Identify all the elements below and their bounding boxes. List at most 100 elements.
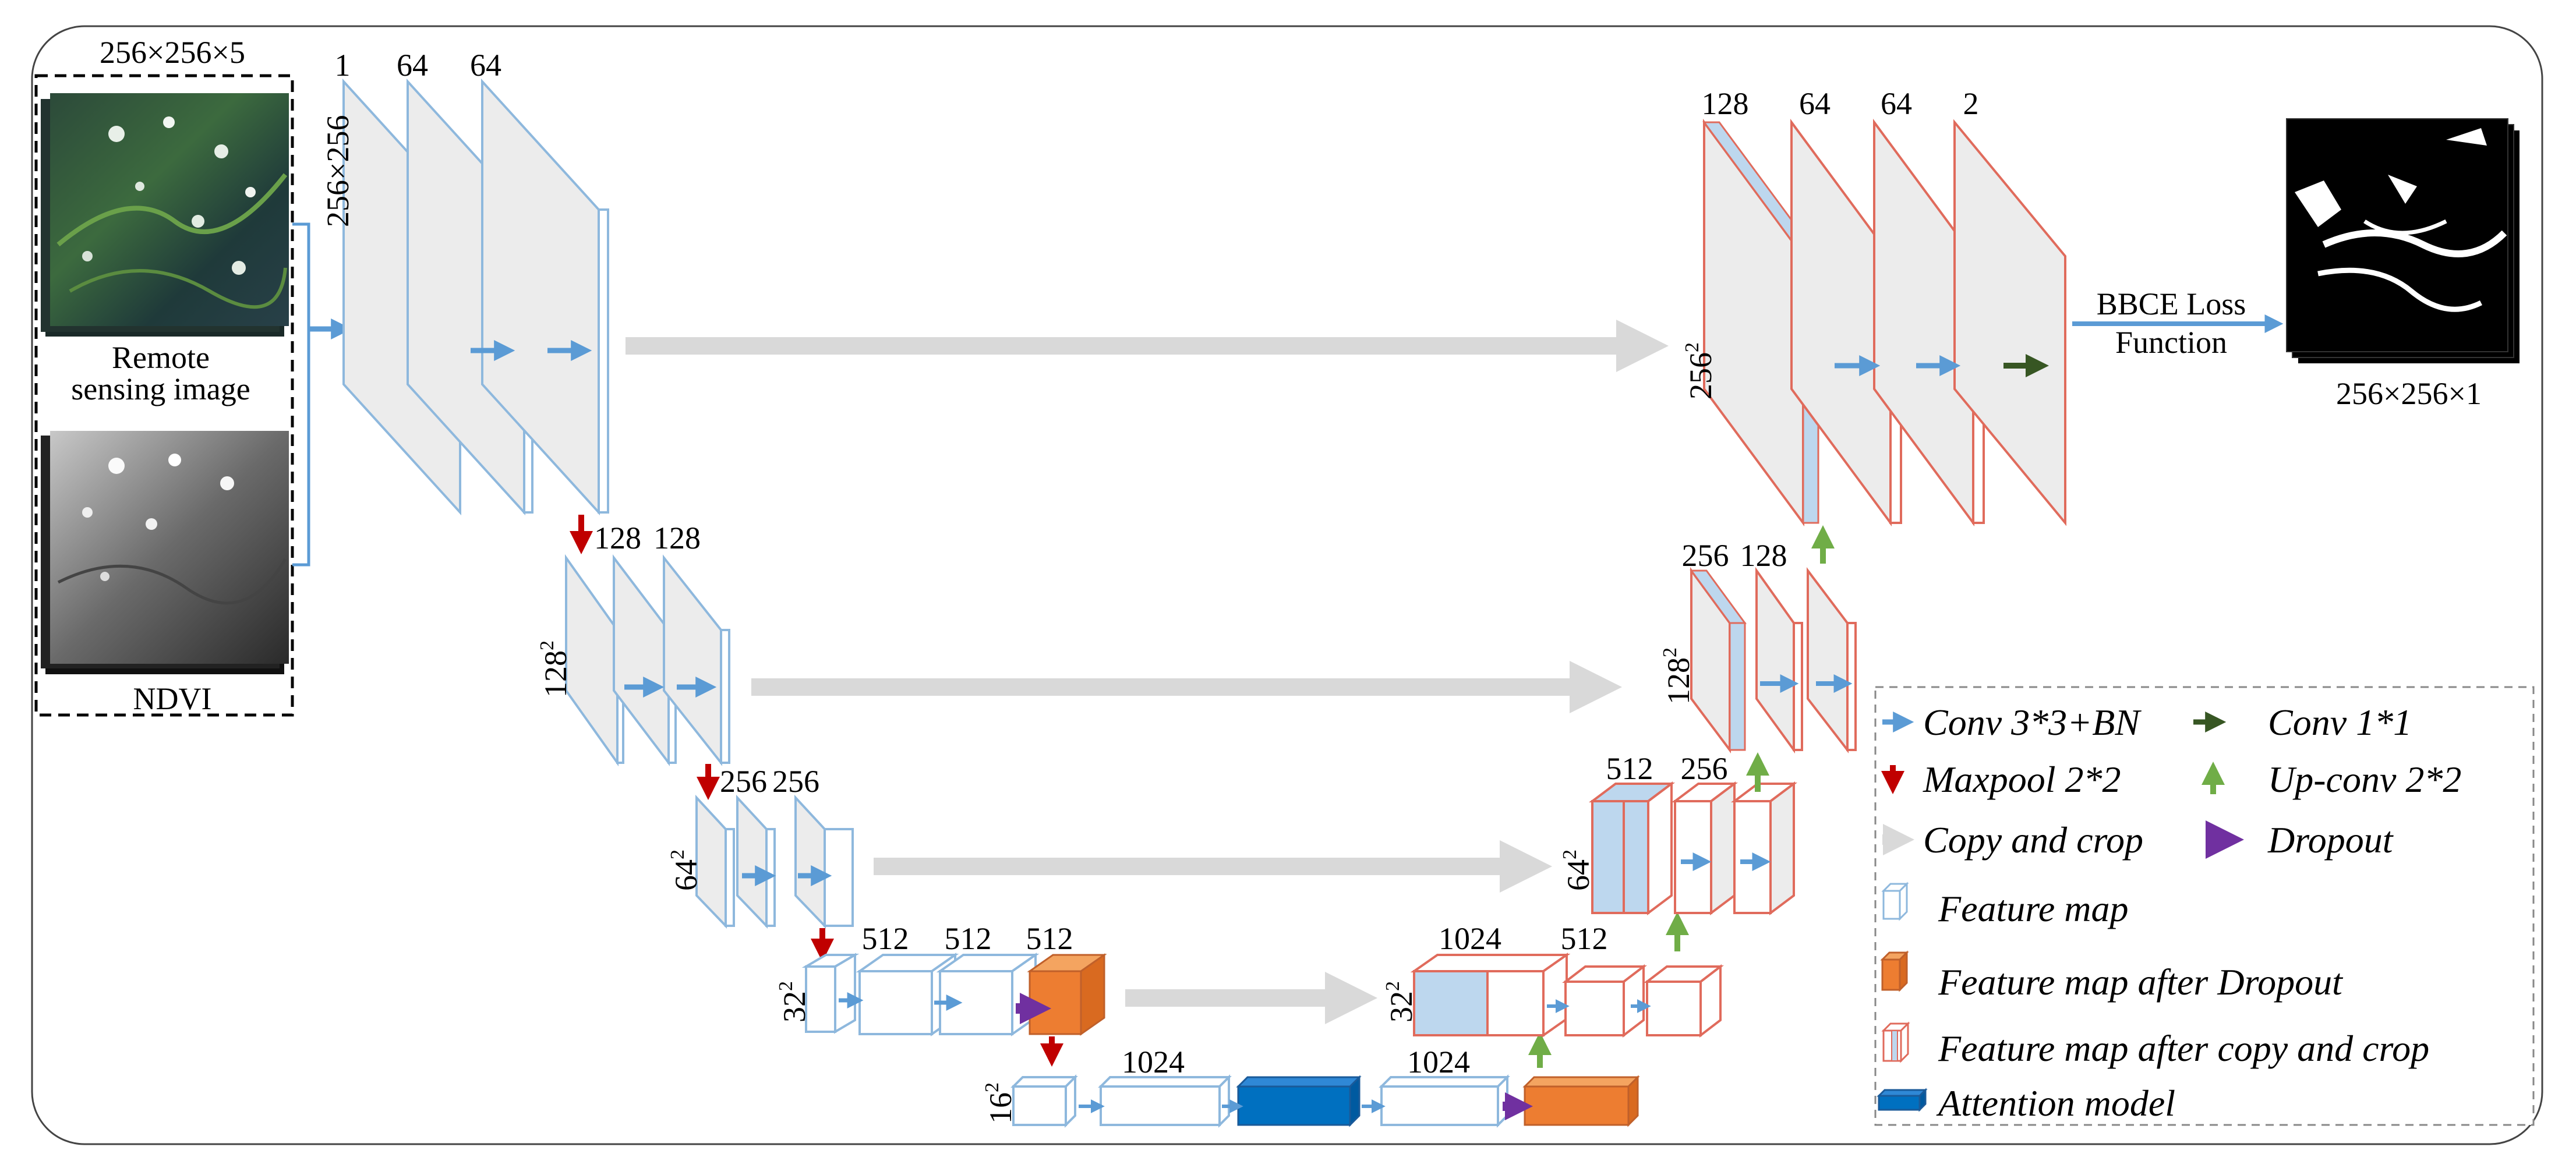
channel-label: 256 — [1682, 538, 1729, 573]
feature-map-side — [1497, 1074, 1508, 1128]
feature-map — [1755, 567, 1795, 754]
feature-map — [1564, 981, 1625, 1036]
channel-label: 1024 — [1407, 1045, 1470, 1080]
loss-label-line2: Function — [2115, 325, 2227, 360]
channel-label: 128 — [653, 521, 701, 555]
legend-maxpool-label: Maxpool 2*2 — [1923, 759, 2121, 800]
legend-copy-label: Copy and crop — [1923, 819, 2143, 861]
size-label: 322 — [1382, 981, 1419, 1022]
channel-label: 64 — [470, 48, 501, 83]
feature-map — [1646, 981, 1702, 1036]
legend-attention-icon — [1877, 1088, 1928, 1112]
channel-label: 2 — [1963, 86, 1979, 121]
feature-map-side — [725, 828, 735, 927]
legend-dropout-label: Dropout — [2267, 819, 2394, 861]
dropout-feature-map — [1029, 970, 1082, 1035]
input-size-label: 256×256×5 — [100, 35, 245, 70]
decoder-level4: 1024 512 322 — [1382, 912, 1724, 1038]
feature-map-side — [1846, 622, 1857, 751]
legend-conv1-label: Conv 1*1 — [2268, 702, 2412, 743]
legend-upconv-label: Up-conv 2*2 — [2268, 759, 2461, 800]
size-label: 1282 — [1659, 647, 1696, 705]
feature-map — [1380, 1085, 1499, 1126]
legend-conv-label: Conv 3*3+BN — [1923, 702, 2142, 743]
encoder-level3: 256 256 642 — [667, 764, 854, 929]
feature-map — [1012, 1085, 1067, 1126]
feature-map-side — [1699, 964, 1722, 1038]
feature-map — [1674, 800, 1712, 914]
feature-map — [1733, 800, 1772, 914]
copy-crop-feature-map — [1623, 800, 1649, 914]
feature-map — [736, 794, 768, 929]
copy-crop-feature-map — [1410, 954, 1571, 972]
feature-map-side — [1218, 1074, 1230, 1128]
decoder-level3: 512 256 642 — [1559, 751, 1797, 915]
copy-crop-stripe — [1729, 622, 1746, 751]
feature-map — [1953, 119, 2066, 526]
feature-map-side — [834, 953, 856, 1034]
bottleneck: 1024 1024 162 — [981, 1032, 1640, 1128]
remote-image-caption-line2: sensing image — [71, 371, 250, 406]
size-label: 642 — [667, 850, 704, 891]
channel-label: 64 — [397, 48, 428, 83]
copy-crop-feature-map — [1591, 800, 1625, 914]
encoder-level2: 128 128 1282 — [536, 515, 730, 767]
size-label: 322 — [775, 981, 812, 1022]
channel-label: 1024 — [1439, 921, 1501, 956]
feature-map-side — [1793, 622, 1803, 751]
size-label: 2562 — [1681, 342, 1718, 399]
legend-dropout-map-icon — [1880, 950, 1909, 992]
legend: Conv 3*3+BN Conv 1*1 Maxpool 2*2 Up-conv… — [1874, 686, 2535, 1126]
decoder-level2: 256 128 1282 — [1659, 525, 1857, 754]
channel-label: 64 — [1881, 86, 1912, 121]
channel-label: 128 — [1740, 538, 1787, 573]
encoder-level4: 512 512 512 322 — [775, 921, 1107, 1036]
channel-label: 512 — [862, 921, 909, 956]
remote-sensing-image — [41, 93, 289, 337]
attention-block — [1237, 1085, 1351, 1126]
feature-map — [794, 794, 826, 929]
dropout-feature-map-side — [1627, 1075, 1639, 1127]
remote-image-caption-line1: Remote — [112, 340, 210, 375]
feature-map-side — [1623, 964, 1645, 1038]
attention-block-side — [1349, 1075, 1361, 1127]
feature-map-side — [1065, 1074, 1076, 1128]
dropout-feature-map — [1524, 1085, 1630, 1126]
legend-dropout-map-label: Feature map after Dropout — [1938, 961, 2344, 1003]
copy-crop-feature-map — [1413, 970, 1489, 1036]
input-bracket — [292, 222, 352, 567]
size-label: 1282 — [536, 640, 573, 698]
copy-crop-feature-map-side — [1647, 781, 1673, 915]
channel-label: 512 — [945, 921, 992, 956]
legend-copy-map-icon — [1881, 1021, 1910, 1063]
channel-label: 512 — [1606, 751, 1653, 786]
copy-crop-feature-map — [1486, 970, 1545, 1036]
feature-map-side — [824, 828, 854, 927]
dropout-feature-map — [1522, 1076, 1640, 1088]
channel-label: 128 — [594, 521, 641, 555]
channel-label: 1024 — [1122, 1045, 1185, 1080]
channel-label: 512 — [1026, 921, 1073, 956]
channel-label: 256 — [772, 764, 819, 799]
attention-block — [1236, 1076, 1362, 1088]
legend-feature-map-label: Feature map — [1938, 888, 2128, 929]
outer-frame — [31, 25, 2543, 1145]
size-label: 162 — [981, 1082, 1018, 1124]
legend-feature-map-icon — [1881, 882, 1909, 921]
feature-map-side — [1710, 781, 1736, 915]
ndvi-image — [41, 431, 289, 674]
encoder-level1: 1 64 64 256×256 — [320, 48, 609, 516]
legend-box — [1874, 686, 2535, 1126]
dropout-feature-map-side — [1080, 953, 1105, 1036]
loss-label-line1: BBCE Loss — [2097, 286, 2246, 321]
output-size-label: 256×256×1 — [2336, 376, 2482, 411]
channel-label: 256 — [1681, 751, 1728, 786]
input-block: 256×256×5 Remote sensing image — [34, 35, 294, 717]
channel-label: 128 — [1702, 86, 1749, 121]
legend-copy-map-label: Feature map after copy and crop — [1938, 1028, 2429, 1069]
output-block: BBCE Loss Function 256×256×1 — [2072, 118, 2520, 411]
channel-label: 1 — [335, 48, 351, 83]
copy-crop-arrows — [626, 320, 1669, 1024]
ndvi-caption: NDVI — [133, 681, 212, 716]
